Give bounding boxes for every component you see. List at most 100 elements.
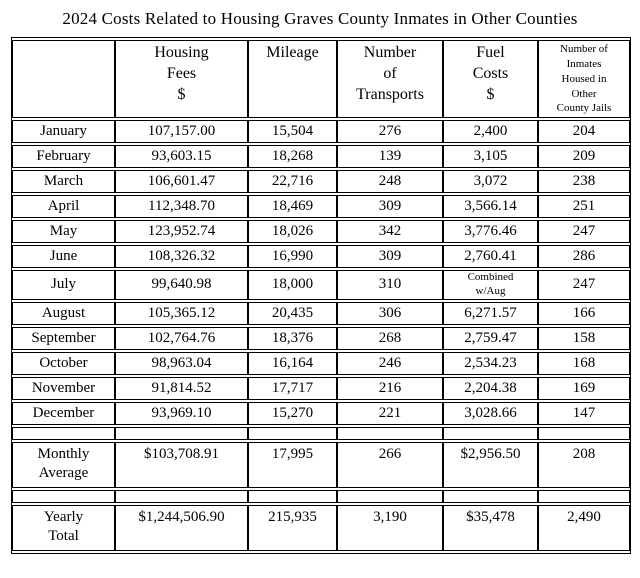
- cell: 238: [538, 170, 630, 193]
- row-label: September: [12, 326, 115, 350]
- table-row: May 123,952.74 18,026 342 3,776.46 247: [12, 220, 630, 243]
- cell: $1,244,506.90: [115, 504, 248, 551]
- row-label: Monthly Average: [12, 441, 115, 488]
- cell: Combined w/Aug: [443, 270, 538, 300]
- row-label: July: [12, 270, 115, 300]
- cell: 342: [337, 220, 443, 243]
- table-row: February 93,603.15 18,268 139 3,105 209: [12, 145, 630, 168]
- cell: 309: [337, 245, 443, 268]
- document-page: 2024 Costs Related to Housing Graves Cou…: [11, 9, 631, 554]
- cell: [443, 489, 538, 503]
- column-header: Mileage: [248, 40, 337, 118]
- cell: 112,348.70: [115, 195, 248, 218]
- cell: 20,435: [248, 301, 337, 325]
- cell: 310: [337, 270, 443, 300]
- cell: [443, 426, 538, 440]
- row-label: June: [12, 245, 115, 268]
- cell: 93,603.15: [115, 145, 248, 168]
- row-label: Yearly Total: [12, 504, 115, 551]
- cell: 17,717: [248, 376, 337, 400]
- cell: 106,601.47: [115, 170, 248, 193]
- table-row: September 102,764.76 18,376 268 2,759.47 158: [12, 326, 630, 350]
- row-label: [12, 489, 115, 503]
- cell: 216: [337, 376, 443, 400]
- cell: 18,000: [248, 270, 337, 300]
- cell: 2,204.38: [443, 376, 538, 400]
- cell: 2,400: [443, 120, 538, 143]
- column-header: Number of Transports: [337, 40, 443, 118]
- column-header: Number of Inmates Housed in Other County…: [538, 40, 630, 118]
- cell: 208: [538, 441, 630, 488]
- table-row: July 99,640.98 18,000 310 Combined w/Aug 247: [12, 270, 630, 300]
- cell: 158: [538, 326, 630, 350]
- row-label: October: [12, 351, 115, 375]
- cell: [337, 489, 443, 503]
- spacer-row: [12, 489, 630, 503]
- cell: 15,270: [248, 401, 337, 425]
- cell: 99,640.98: [115, 270, 248, 300]
- cell: 276: [337, 120, 443, 143]
- costs-table: Housing Fees $ Mileage Number of Transport…: [11, 37, 631, 554]
- cell: 169: [538, 376, 630, 400]
- cell: 251: [538, 195, 630, 218]
- cell: 166: [538, 301, 630, 325]
- cell: 215,935: [248, 504, 337, 551]
- cell: 246: [337, 351, 443, 375]
- cell: 247: [538, 220, 630, 243]
- row-label: December: [12, 401, 115, 425]
- table-row: December 93,969.10 15,270 221 3,028.66 147: [12, 401, 630, 425]
- spacer-row: [12, 426, 630, 440]
- cell: $103,708.91: [115, 441, 248, 488]
- cell: 2,759.47: [443, 326, 538, 350]
- cell: 91,814.52: [115, 376, 248, 400]
- column-header: Fuel Costs $: [443, 40, 538, 118]
- cell: 102,764.76: [115, 326, 248, 350]
- table-row: March 106,601.47 22,716 248 3,072 238: [12, 170, 630, 193]
- row-label: August: [12, 301, 115, 325]
- cell: 306: [337, 301, 443, 325]
- cell: 204: [538, 120, 630, 143]
- cell: 93,969.10: [115, 401, 248, 425]
- cell: 2,490: [538, 504, 630, 551]
- cell: 18,469: [248, 195, 337, 218]
- cell: 309: [337, 195, 443, 218]
- cell: 123,952.74: [115, 220, 248, 243]
- cell: 3,028.66: [443, 401, 538, 425]
- cell: 98,963.04: [115, 351, 248, 375]
- cell: 16,990: [248, 245, 337, 268]
- table-row: January 107,157.00 15,504 276 2,400 204: [12, 120, 630, 143]
- cell: 221: [337, 401, 443, 425]
- cell: 3,190: [337, 504, 443, 551]
- cell: 248: [337, 170, 443, 193]
- cell: [538, 426, 630, 440]
- table-header-row: Housing Fees $ Mileage Number of Transport…: [12, 40, 630, 118]
- table-row: October 98,963.04 16,164 246 2,534.23 168: [12, 351, 630, 375]
- cell: 2,534.23: [443, 351, 538, 375]
- row-label: November: [12, 376, 115, 400]
- row-label: January: [12, 120, 115, 143]
- row-label: February: [12, 145, 115, 168]
- cell: 247: [538, 270, 630, 300]
- column-header: [12, 40, 115, 118]
- table-row: August 105,365.12 20,435 306 6,271.57 166: [12, 301, 630, 325]
- cell: 3,072: [443, 170, 538, 193]
- row-label: [12, 426, 115, 440]
- table-row: November 91,814.52 17,717 216 2,204.38 169: [12, 376, 630, 400]
- cell: 3,566.14: [443, 195, 538, 218]
- cell: [115, 426, 248, 440]
- row-label: May: [12, 220, 115, 243]
- table-row: Yearly Total $1,244,506.90 215,935 3,190 $35…: [12, 504, 630, 551]
- cell: 2,760.41: [443, 245, 538, 268]
- cell: 16,164: [248, 351, 337, 375]
- cell: 18,026: [248, 220, 337, 243]
- cell: [337, 426, 443, 440]
- cell: 168: [538, 351, 630, 375]
- table-row: Monthly Average $103,708.91 17,995 266 $2,95…: [12, 441, 630, 488]
- column-header: Housing Fees $: [115, 40, 248, 118]
- row-label: March: [12, 170, 115, 193]
- cell: 3,105: [443, 145, 538, 168]
- table-row: June 108,326.32 16,990 309 2,760.41 286: [12, 245, 630, 268]
- cell: 286: [538, 245, 630, 268]
- cell: [248, 489, 337, 503]
- cell: 105,365.12: [115, 301, 248, 325]
